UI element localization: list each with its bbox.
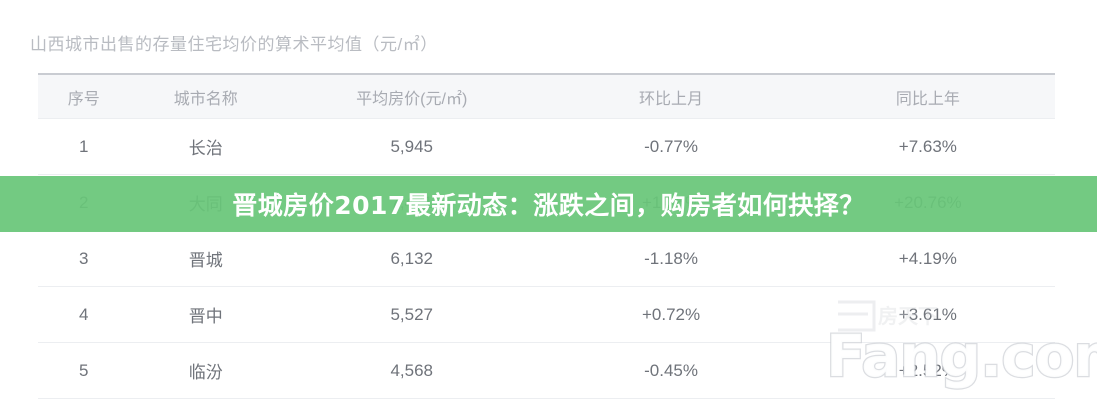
cell-yoy: +3.61% [800, 286, 1055, 343]
article-title-banner: 晋城房价2017最新动态：涨跌之间，购房者如何抉择？ [0, 176, 1097, 232]
table-row: 5 临汾 4,568 -0.45% +2.52% [38, 342, 1055, 399]
cell-yoy: +4.19% [800, 230, 1055, 287]
cell-city: 临汾 [129, 342, 283, 399]
table-row: 1 长治 5,945 -0.77% +7.63% [38, 118, 1055, 175]
cell-city: 长治 [129, 118, 283, 175]
table-row: 4 晋中 5,527 +0.72% +3.61% [38, 286, 1055, 343]
column-header-city: 城市名称 [129, 75, 283, 119]
cell-city: 晋城 [129, 230, 283, 287]
article-title: 晋城房价2017最新动态：涨跌之间，购房者如何抉择？ [232, 191, 865, 220]
cell-price: 5,527 [282, 286, 542, 343]
cell-mom: -1.18% [541, 230, 801, 287]
cell-index: 3 [38, 230, 130, 287]
cell-mom: -0.77% [541, 118, 801, 175]
cell-city: 晋中 [129, 286, 283, 343]
cell-index: 4 [38, 286, 130, 343]
price-table: 序号 城市名称 平均房价(元/㎡) 环比上月 同比上年 1 长治 5,945 -0.7… [38, 75, 1055, 399]
cell-price: 4,568 [282, 342, 542, 399]
column-header-price: 平均房价(元/㎡) [282, 75, 542, 119]
column-header-index: 序号 [38, 75, 130, 119]
cell-yoy: +7.63% [800, 118, 1055, 175]
cell-price: 5,945 [282, 118, 542, 175]
cell-index: 5 [38, 342, 130, 399]
column-header-mom: 环比上月 [541, 75, 801, 119]
table-header: 序号 城市名称 平均房价(元/㎡) 环比上月 同比上年 [38, 75, 1055, 119]
price-table-container: 序号 城市名称 平均房价(元/㎡) 环比上月 同比上年 1 长治 5,945 -0.7… [38, 73, 1055, 399]
table-body: 1长治5,945-0.77%+7.63%2大同7,471+1.26%+20.76… [38, 118, 1055, 399]
table-row: 3 晋城 6,132 -1.18% +4.19% [38, 230, 1055, 287]
cell-mom: +0.72% [541, 286, 801, 343]
cell-yoy: +2.52% [800, 342, 1055, 399]
header-row: 序号 城市名称 平均房价(元/㎡) 环比上月 同比上年 [38, 75, 1055, 119]
page-title: 山西城市出售的存量住宅均价的算术平均值（元/㎡） [30, 35, 438, 54]
cell-mom: -0.45% [541, 342, 801, 399]
cell-index: 1 [38, 118, 130, 175]
column-header-yoy: 同比上年 [800, 75, 1055, 119]
cell-price: 6,132 [282, 230, 542, 287]
